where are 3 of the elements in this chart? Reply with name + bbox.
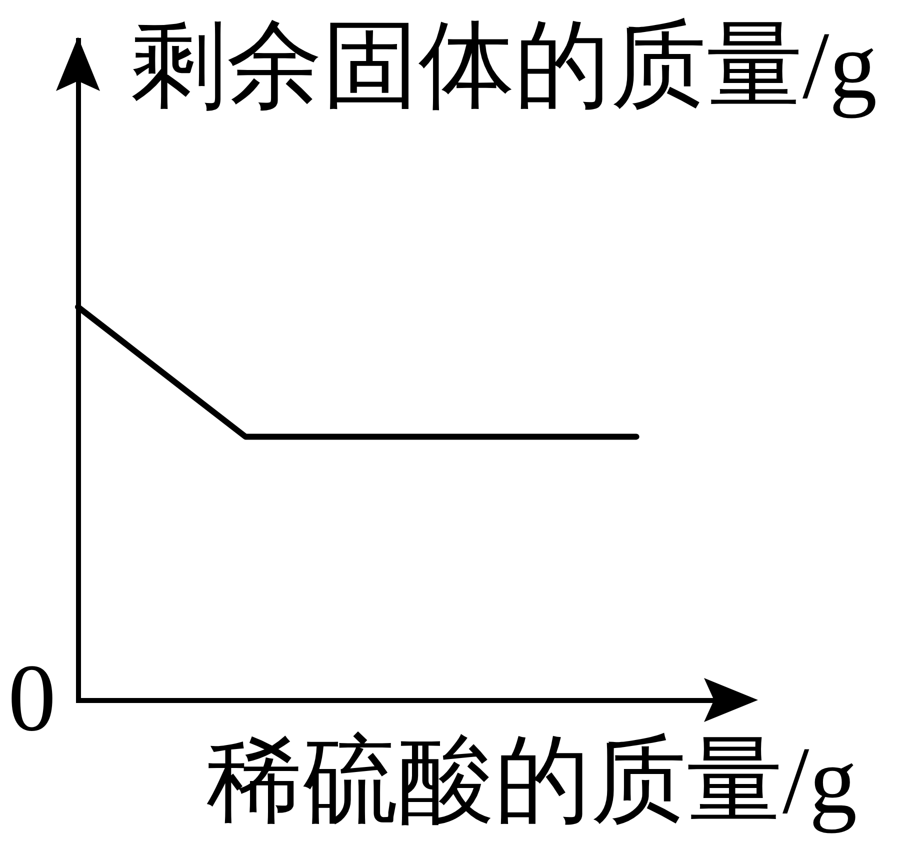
x-axis-title: 稀硫酸的质量/g bbox=[206, 726, 858, 834]
y-axis-title: 剩余固体的质量/g bbox=[130, 12, 878, 118]
annotation: 0 bbox=[8, 644, 56, 751]
